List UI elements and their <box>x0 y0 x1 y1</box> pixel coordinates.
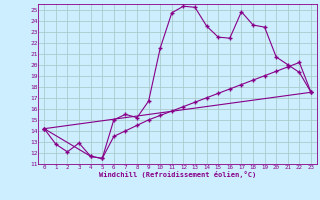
X-axis label: Windchill (Refroidissement éolien,°C): Windchill (Refroidissement éolien,°C) <box>99 171 256 178</box>
